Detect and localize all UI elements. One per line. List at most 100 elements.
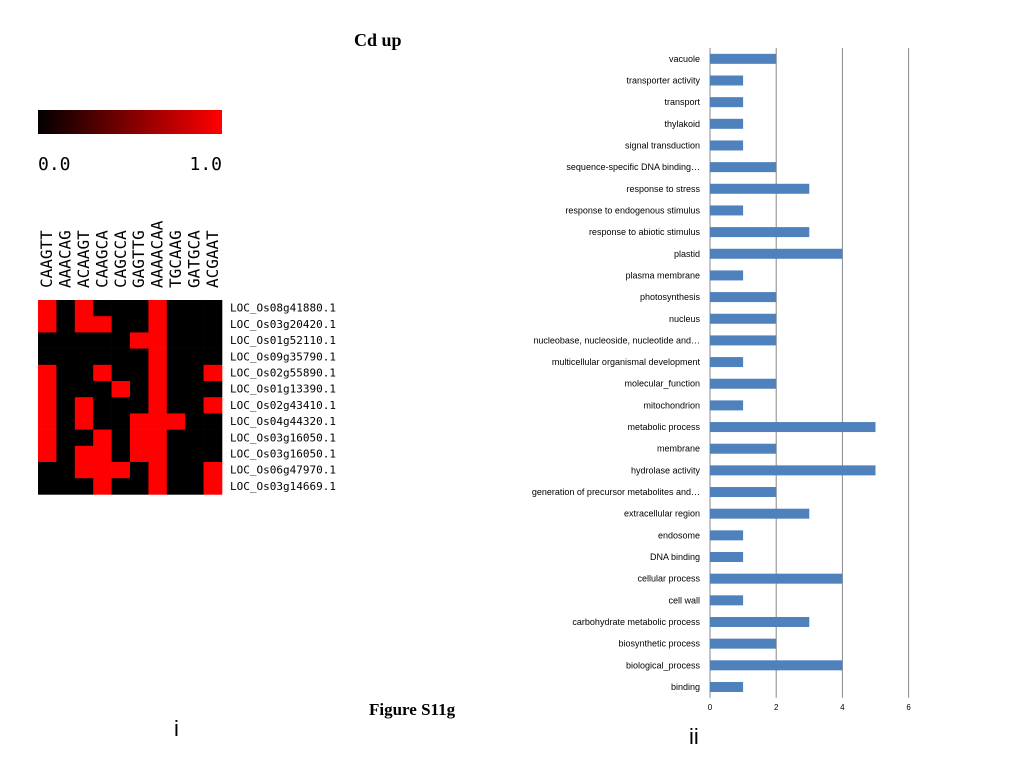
chart-category-label: nucleobase, nucleoside, nucleotide and… bbox=[533, 335, 700, 345]
heatmap-cell bbox=[38, 429, 57, 447]
heatmap-cell bbox=[93, 445, 112, 463]
chart-bar bbox=[710, 552, 744, 563]
heatmap-cell bbox=[166, 397, 186, 414]
heatmap-cell bbox=[56, 397, 76, 414]
heatmap-cell bbox=[185, 429, 204, 447]
heatmap-cell bbox=[130, 413, 149, 430]
chart-bar bbox=[710, 422, 876, 433]
heatmap-cell bbox=[130, 332, 149, 349]
heatmap-cell bbox=[74, 397, 94, 414]
heatmap-cell bbox=[56, 364, 76, 382]
heatmap-cell bbox=[111, 445, 131, 463]
heatmap-cell bbox=[38, 300, 57, 317]
heatmap-cell bbox=[38, 462, 57, 479]
heatmap-cell bbox=[74, 478, 94, 495]
chart-category-label: DNA binding bbox=[650, 552, 700, 562]
heatmap-cell bbox=[74, 300, 94, 317]
heatmap-cell bbox=[93, 429, 112, 447]
heatmap-cell bbox=[185, 397, 204, 414]
heatmap-cell bbox=[166, 429, 186, 447]
heatmap-cell bbox=[56, 462, 76, 479]
heatmap-cell bbox=[203, 429, 223, 447]
heatmap-cell bbox=[166, 445, 186, 463]
chart-x-tick-label: 2 bbox=[774, 703, 779, 712]
chart-category-label: carbohydrate metabolic process bbox=[572, 617, 700, 627]
heatmap-cell bbox=[203, 397, 223, 414]
chart-category-label: sequence-specific DNA binding… bbox=[566, 162, 700, 172]
heatmap-cell bbox=[74, 364, 94, 382]
heatmap-cell bbox=[93, 348, 112, 366]
heatmap-cell bbox=[111, 462, 131, 479]
heatmap-cell bbox=[111, 332, 131, 349]
heatmap-cell bbox=[38, 381, 57, 398]
heatmap-cell bbox=[38, 413, 57, 430]
heatmap-row-label: LOC_Os04g44320.1 bbox=[230, 415, 336, 428]
heatmap-cell bbox=[93, 332, 112, 349]
heatmap-cell bbox=[56, 478, 76, 495]
heatmap-column-labels: CAAGTT AAACAG ACAAGT CAAGCA CAGCCA GAGTTG AAAA… bbox=[37, 220, 222, 288]
chart-x-tick-label: 4 bbox=[840, 703, 845, 712]
heatmap-row-label: LOC_Os08g41880.1 bbox=[230, 302, 336, 315]
chart-x-tick-label: 0 bbox=[708, 703, 713, 712]
heatmap-cell bbox=[166, 413, 186, 430]
heatmap-cell bbox=[93, 381, 112, 398]
heatmap-cell bbox=[111, 300, 131, 317]
chart-bar bbox=[710, 508, 810, 519]
chart-category-label: generation of precursor metabolites and… bbox=[532, 487, 700, 497]
heatmap-row-label: LOC_Os01g13390.1 bbox=[230, 383, 336, 396]
heatmap-figure: 0.0 1.0 CAAGTT AAACAG ACAAGT CAAGCA CAGCCA GA… bbox=[37, 110, 336, 495]
heatmap-cell bbox=[93, 300, 112, 317]
chart-bar bbox=[710, 378, 777, 389]
heatmap-cell bbox=[166, 332, 186, 349]
heatmap-cell bbox=[203, 348, 223, 366]
chart-category-label: extracellular region bbox=[624, 509, 700, 519]
heatmap-cell bbox=[185, 381, 204, 398]
heatmap-cell bbox=[166, 300, 186, 317]
chart-category-label: molecular_function bbox=[624, 379, 700, 389]
chart-category-label: response to endogenous stimulus bbox=[565, 205, 700, 215]
color-scale-bar bbox=[38, 110, 222, 134]
heatmap-row-label: LOC_Os03g14669.1 bbox=[230, 480, 336, 493]
heatmap-cell bbox=[203, 364, 223, 382]
heatmap-cell bbox=[148, 332, 168, 349]
heatmap-cell bbox=[203, 316, 223, 333]
heatmap-cell bbox=[148, 397, 168, 414]
heatmap-cell bbox=[185, 478, 204, 495]
chart-category-label: multicellular organismal development bbox=[552, 357, 701, 367]
chart-bars bbox=[710, 53, 876, 692]
chart-bar bbox=[710, 183, 810, 194]
chart-category-label: plastid bbox=[674, 249, 700, 259]
heatmap-cell bbox=[203, 381, 223, 398]
heatmap-cell bbox=[130, 397, 149, 414]
chart-bar bbox=[710, 357, 744, 368]
chart-category-label: nucleus bbox=[669, 314, 701, 324]
heatmap-cell bbox=[74, 429, 94, 447]
chart-bar bbox=[710, 487, 777, 498]
heatmap-cell bbox=[166, 348, 186, 366]
chart-category-label: biosynthetic process bbox=[618, 639, 700, 649]
chart-bar bbox=[710, 681, 744, 692]
heatmap-row-label: LOC_Os02g55890.1 bbox=[230, 366, 336, 379]
heatmap-cell bbox=[56, 381, 76, 398]
heatmap-cell bbox=[56, 445, 76, 463]
chart-bar bbox=[710, 400, 744, 411]
color-scale-min-label: 0.0 bbox=[38, 154, 71, 175]
heatmap-cell bbox=[56, 332, 76, 349]
chart-bar bbox=[710, 53, 777, 64]
heatmap-column-label: ACGAAT bbox=[203, 230, 222, 288]
chart-category-label: plasma membrane bbox=[625, 270, 700, 280]
heatmap-cell bbox=[38, 445, 57, 463]
heatmap-cell bbox=[93, 462, 112, 479]
chart-bar bbox=[710, 573, 843, 584]
heatmap-cell bbox=[203, 462, 223, 479]
heatmap-cell bbox=[203, 413, 223, 430]
heatmap-cell bbox=[130, 445, 149, 463]
heatmap-cell bbox=[185, 364, 204, 382]
heatmap-cell bbox=[38, 397, 57, 414]
chart-bar bbox=[710, 227, 810, 238]
heatmap-column-label: GAGTTG bbox=[129, 230, 148, 288]
heatmap-cell bbox=[148, 478, 168, 495]
heatmap-cell bbox=[56, 300, 76, 317]
page-title: Cd up bbox=[354, 30, 402, 50]
